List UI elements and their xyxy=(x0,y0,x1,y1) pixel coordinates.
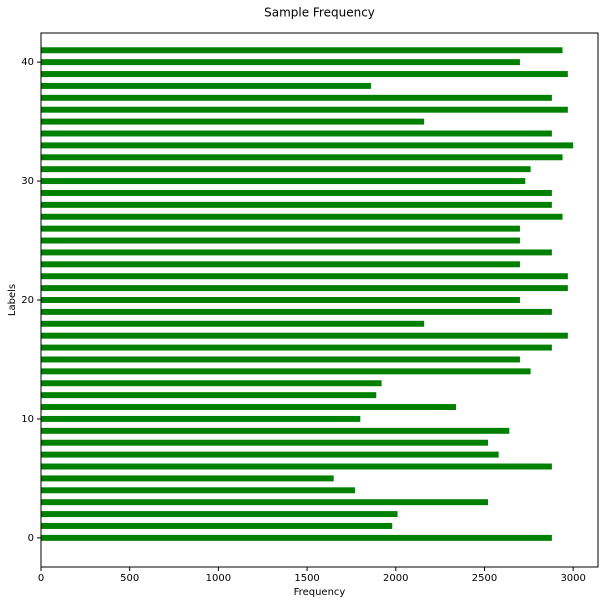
bar xyxy=(41,499,489,506)
x-tick-label: 0 xyxy=(38,573,44,584)
x-tick-label: 2500 xyxy=(472,573,497,584)
bar xyxy=(41,380,382,387)
bar xyxy=(41,439,489,446)
bar xyxy=(41,94,552,101)
x-tick-label: 1500 xyxy=(294,573,319,584)
chart-title: Sample Frequency xyxy=(264,6,375,20)
bar xyxy=(41,285,568,292)
bar xyxy=(41,82,371,89)
bar xyxy=(41,534,552,541)
bar xyxy=(41,130,552,137)
x-tick-label: 500 xyxy=(120,573,139,584)
bar xyxy=(41,178,526,185)
bar xyxy=(41,475,334,482)
bar xyxy=(41,368,531,375)
x-tick-label: 2000 xyxy=(383,573,408,584)
bar xyxy=(41,308,552,315)
bar xyxy=(41,59,520,66)
bar xyxy=(41,142,574,149)
y-axis-label: Labels xyxy=(7,284,18,316)
bar xyxy=(41,522,393,529)
bar xyxy=(41,225,520,232)
y-tick-label: 40 xyxy=(21,57,34,68)
bar xyxy=(41,511,398,518)
bar xyxy=(41,463,552,470)
y-tick-label: 30 xyxy=(21,176,34,187)
bar xyxy=(41,392,377,399)
bar xyxy=(41,237,520,244)
bar xyxy=(41,118,425,125)
bar xyxy=(41,273,568,280)
bar xyxy=(41,166,531,173)
bar xyxy=(41,213,563,220)
bar xyxy=(41,106,568,113)
bar xyxy=(41,404,457,411)
bar xyxy=(41,249,552,256)
bar xyxy=(41,487,355,494)
bar xyxy=(41,451,499,458)
bar xyxy=(41,320,425,327)
bar xyxy=(41,332,568,339)
x-axis-label: Frequency xyxy=(294,587,346,598)
y-tick-label: 20 xyxy=(21,295,34,306)
bar xyxy=(41,415,361,422)
bar xyxy=(41,297,520,303)
bar xyxy=(41,71,568,78)
bar xyxy=(41,154,563,161)
bar xyxy=(41,356,520,363)
bar xyxy=(41,344,552,351)
x-tick-label: 1000 xyxy=(206,573,231,584)
bar xyxy=(41,427,510,434)
bar xyxy=(41,189,552,196)
bar xyxy=(41,261,520,268)
y-tick-label: 10 xyxy=(21,414,34,425)
y-tick-label: 0 xyxy=(28,533,34,544)
bar xyxy=(41,201,552,208)
x-tick-label: 3000 xyxy=(560,573,585,584)
bar xyxy=(41,47,563,54)
